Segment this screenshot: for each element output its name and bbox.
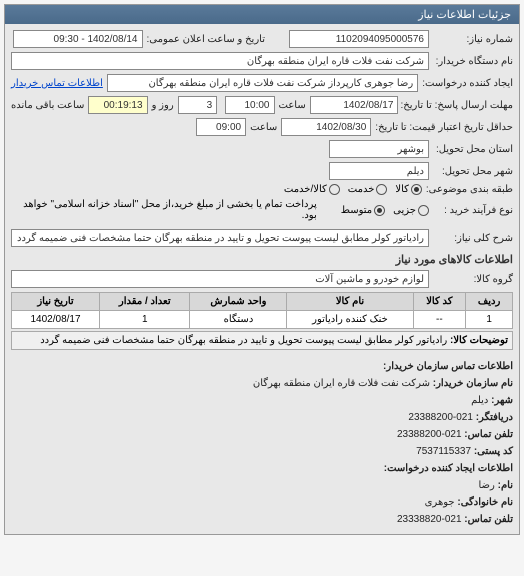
packaging-label: طبقه بندی موضوعی:	[426, 184, 513, 195]
receiver-label: دریافتگر:	[476, 412, 513, 423]
receiver-value: 021-23388200	[408, 412, 473, 423]
radio-label: کالا/خدمت	[284, 184, 327, 195]
panel-header: جزئیات اطلاعات نیاز	[5, 5, 519, 24]
requester-field: رضا جوهری کارپرداز شرکت نفت فلات قاره ای…	[107, 74, 418, 92]
family-label: نام خانوادگی:	[457, 497, 513, 508]
radio-label: خدمت	[348, 184, 375, 195]
table-header: تاریخ نیاز	[12, 293, 100, 311]
announce-field: 1402/08/14 - 09:30	[13, 30, 143, 48]
desc-field: رادیاتور کولر مطابق لیست پیوست تحویل و ت…	[11, 229, 429, 247]
org-name-label: نام سازمان خریدار:	[433, 378, 513, 389]
requester-label: ایجاد کننده درخواست:	[422, 78, 513, 89]
table-cell: دستگاه	[190, 311, 287, 329]
validity-time-field: 09:00	[196, 118, 246, 136]
days-remaining-field: 3	[178, 96, 218, 114]
desc-label: شرح کلی نیاز:	[433, 233, 513, 244]
org-name: شرکت نفت فلات قاره ایران منطقه بهرگان	[253, 378, 430, 389]
radio-icon[interactable]	[376, 184, 387, 195]
phone-value: 021-23388200	[397, 429, 462, 440]
time-remaining-field: 00:19:13	[88, 96, 147, 114]
table-cell: خنک کننده رادیاتور	[287, 311, 413, 329]
radio-icon[interactable]	[411, 184, 422, 195]
table-cell: --	[413, 311, 466, 329]
delivery-state-label: استان محل تحویل:	[433, 144, 513, 155]
requester-section-title: اطلاعات ایجاد کننده درخواست:	[384, 463, 513, 474]
goods-group-label: گروه کالا:	[433, 274, 513, 285]
city-label: شهر:	[491, 395, 513, 406]
goods-section-title: اطلاعات کالاهای مورد نیاز	[11, 253, 513, 266]
packaging-radios: کالا خدمت کالا/خدمت	[284, 184, 422, 195]
validity-date-field: 1402/08/30	[281, 118, 371, 136]
delivery-state-field: بوشهر	[329, 140, 429, 158]
table-cell: 1402/08/17	[12, 311, 100, 329]
goods-table: ردیفکد کالانام کالاواحد شمارشتعداد / مقد…	[11, 292, 513, 329]
need-number-label: شماره نیاز:	[433, 34, 513, 45]
row-desc: رادیاتور کولر مطابق لیست پیوست تحویل و ت…	[40, 335, 447, 346]
family-value: جوهری	[425, 497, 455, 508]
row-desc-label: توضیحات کالا:	[450, 335, 508, 346]
response-deadline-label: مهلت ارسال پاسخ: تا تاریخ:	[402, 100, 513, 111]
table-header: تعداد / مقدار	[100, 293, 190, 311]
radio-icon[interactable]	[374, 205, 385, 216]
phone-label: تلفن تماس:	[464, 429, 513, 440]
postal-value: 7537115337	[416, 446, 471, 457]
table-header: نام کالا	[287, 293, 413, 311]
radio-label: متوسط	[341, 205, 372, 216]
name-label: نام:	[498, 480, 513, 491]
radio-item[interactable]: خدمت	[348, 184, 388, 195]
delivery-city-field: دیلم	[329, 162, 429, 180]
name-value: رضا	[478, 480, 494, 491]
time-remaining-label: ساعت باقی مانده	[11, 100, 84, 111]
payment-note: پرداخت تمام یا بخشی از مبلغ خرید،از محل …	[11, 199, 317, 221]
main-panel: جزئیات اطلاعات نیاز شماره نیاز: 11020940…	[4, 4, 520, 535]
phone2-label: تلفن تماس:	[464, 514, 513, 525]
phone2-value: 021-23338820	[397, 514, 462, 525]
buyer-org-label: نام دستگاه خریدار:	[433, 56, 513, 67]
radio-item[interactable]: متوسط	[341, 205, 385, 216]
need-number-field: 1102094095000576	[289, 30, 429, 48]
radio-icon[interactable]	[418, 205, 429, 216]
postal-label: کد پستی:	[474, 446, 513, 457]
radio-item[interactable]: جزیی	[393, 205, 429, 216]
purchase-type-label: نوع فرآیند خرید :	[433, 205, 513, 216]
table-cell: 1	[466, 311, 513, 329]
table-header: ردیف	[466, 293, 513, 311]
validity-label: حداقل تاریخ اعتبار قیمت: تا تاریخ:	[375, 122, 513, 133]
radio-label: کالا	[395, 184, 409, 195]
contact-section-title: اطلاعات تماس سازمان خریدار:	[383, 361, 513, 372]
radio-label: جزیی	[393, 205, 416, 216]
response-time-field: 10:00	[225, 96, 274, 114]
buyer-org-field: شرکت نفت فلات قاره ایران منطقه بهرگان	[11, 52, 429, 70]
table-cell: 1	[100, 311, 190, 329]
contact-link[interactable]: اطلاعات تماس خریدار	[11, 78, 103, 89]
radio-icon[interactable]	[329, 184, 340, 195]
goods-group-field: لوازم خودرو و ماشین آلات	[11, 270, 429, 288]
time-label-1: ساعت	[279, 100, 306, 111]
response-date-field: 1402/08/17	[310, 96, 399, 114]
purchase-radios: جزیی متوسط	[341, 205, 429, 216]
time-label-2: ساعت	[250, 122, 277, 133]
radio-item[interactable]: کالا/خدمت	[284, 184, 340, 195]
table-header: کد کالا	[413, 293, 466, 311]
announce-label: تاریخ و ساعت اعلان عمومی:	[147, 34, 266, 45]
delivery-city-label: شهر محل تحویل:	[433, 166, 513, 177]
table-header: واحد شمارش	[190, 293, 287, 311]
day-label: روز و	[152, 100, 174, 111]
radio-item[interactable]: کالا	[395, 184, 422, 195]
city-value: دیلم	[471, 395, 488, 406]
table-row: 1--خنک کننده رادیاتوردستگاه11402/08/17	[12, 311, 513, 329]
